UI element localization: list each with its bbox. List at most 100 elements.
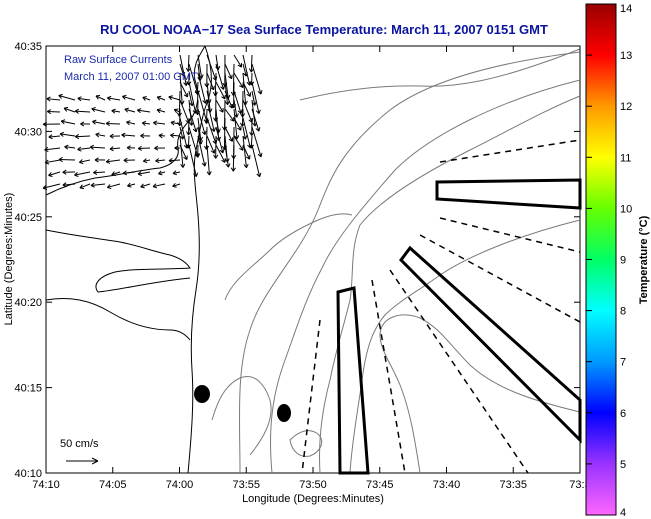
glider-boxes — [336, 178, 582, 475]
current-vector — [62, 182, 76, 188]
current-vector — [93, 169, 106, 176]
current-vector — [156, 95, 166, 101]
current-vector — [121, 132, 136, 138]
x-tick-label: 73:50 — [299, 479, 327, 491]
colorbar: 4 5 6 7 8 9 10 11 12 13 14 Temperature (°C) — [585, 3, 650, 519]
current-vector — [77, 96, 91, 102]
y-tick-label: 40:25 — [14, 212, 42, 224]
y-tick-label: 40:35 — [14, 41, 42, 53]
current-vector — [242, 144, 251, 160]
map-area: Raw Surface Currents March 11, 2007 01:0… — [42, 45, 582, 475]
current-vector — [140, 133, 151, 139]
current-vector — [59, 131, 76, 137]
current-vector — [58, 93, 76, 101]
current-vector — [46, 96, 61, 102]
dashed-transects — [301, 139, 581, 474]
current-vector — [233, 54, 243, 68]
current-vector — [158, 170, 166, 176]
current-vector — [47, 109, 61, 115]
chart-title: RU COOL NOAA−17 Sea Surface Temperature:… — [100, 22, 548, 37]
current-vector — [64, 144, 76, 150]
current-vector — [91, 107, 106, 113]
current-vector — [48, 134, 61, 140]
current-vector — [251, 63, 263, 95]
bathymetry-contours — [211, 48, 581, 474]
current-vector — [141, 120, 151, 126]
colorbar-tick-label: 9 — [620, 255, 626, 267]
contour-line — [211, 376, 272, 456]
colorbar-tick-label: 11 — [620, 152, 631, 164]
contour-line — [270, 79, 581, 474]
current-vector — [251, 108, 261, 132]
current-vector — [74, 171, 91, 177]
x-tick-label: 73:45 — [366, 479, 394, 491]
current-vector — [215, 81, 226, 100]
current-vector — [123, 157, 136, 163]
x-tick-label: 73:40 — [433, 479, 461, 491]
y-tick-label: 40:10 — [14, 468, 42, 480]
current-vector — [58, 157, 76, 163]
current-vector — [44, 146, 61, 153]
current-vector — [60, 119, 76, 125]
current-vector — [215, 144, 226, 163]
current-vector — [137, 145, 151, 151]
current-vector — [233, 90, 243, 114]
transect-dashed — [389, 269, 529, 474]
current-vector — [109, 133, 121, 139]
current-vector — [122, 170, 136, 176]
current-vector — [105, 158, 121, 164]
current-vector — [155, 158, 166, 164]
colorbar-label: Temperature (°C) — [638, 215, 650, 304]
coastline-east — [187, 45, 212, 474]
current-vector — [179, 63, 186, 77]
current-vector — [195, 144, 201, 158]
contour-line — [319, 95, 581, 474]
current-vector — [242, 135, 249, 169]
y-tick-label: 40:30 — [14, 126, 42, 138]
current-vector — [206, 144, 212, 176]
current-vector — [126, 120, 136, 126]
x-tick-label: 73:55 — [232, 479, 260, 491]
contour-line — [289, 430, 323, 457]
scale-label: 50 cm/s — [60, 438, 99, 450]
current-vector — [106, 95, 121, 101]
map-frame — [45, 45, 581, 474]
current-vector — [95, 132, 106, 138]
current-vector — [179, 81, 189, 98]
current-vector — [106, 183, 121, 190]
current-vector — [63, 106, 76, 113]
current-vector — [206, 135, 216, 154]
current-vector — [179, 135, 186, 168]
current-vector — [170, 132, 181, 138]
transect-dashed — [419, 234, 581, 323]
current-vector — [224, 126, 234, 142]
current-vector — [224, 90, 234, 109]
current-vector — [174, 145, 181, 151]
x-axis-label: Longitude (Degrees:Minutes) — [242, 493, 384, 505]
current-vector — [156, 108, 166, 114]
current-vector — [179, 144, 188, 161]
colorbar-tick-label: 12 — [620, 101, 632, 113]
current-vector — [215, 126, 225, 154]
transect-dashed — [439, 217, 581, 253]
contour-line — [238, 51, 581, 474]
coastline-inlet — [45, 229, 191, 293]
y-tick-label: 40:15 — [14, 383, 42, 395]
current-vector — [62, 169, 76, 175]
contour-line — [349, 219, 581, 474]
current-vector — [42, 183, 61, 190]
current-vector — [126, 145, 136, 151]
current-vector — [142, 96, 151, 101]
current-vector — [233, 117, 242, 131]
station-marker — [277, 404, 291, 422]
current-vector — [168, 158, 181, 164]
current-vector — [124, 107, 136, 113]
current-vector — [224, 108, 235, 122]
current-vector — [233, 108, 240, 140]
current-vector — [137, 171, 151, 177]
current-vector — [206, 99, 216, 132]
current-vector — [213, 135, 219, 159]
current-vector — [224, 63, 233, 80]
current-vector — [95, 94, 106, 101]
